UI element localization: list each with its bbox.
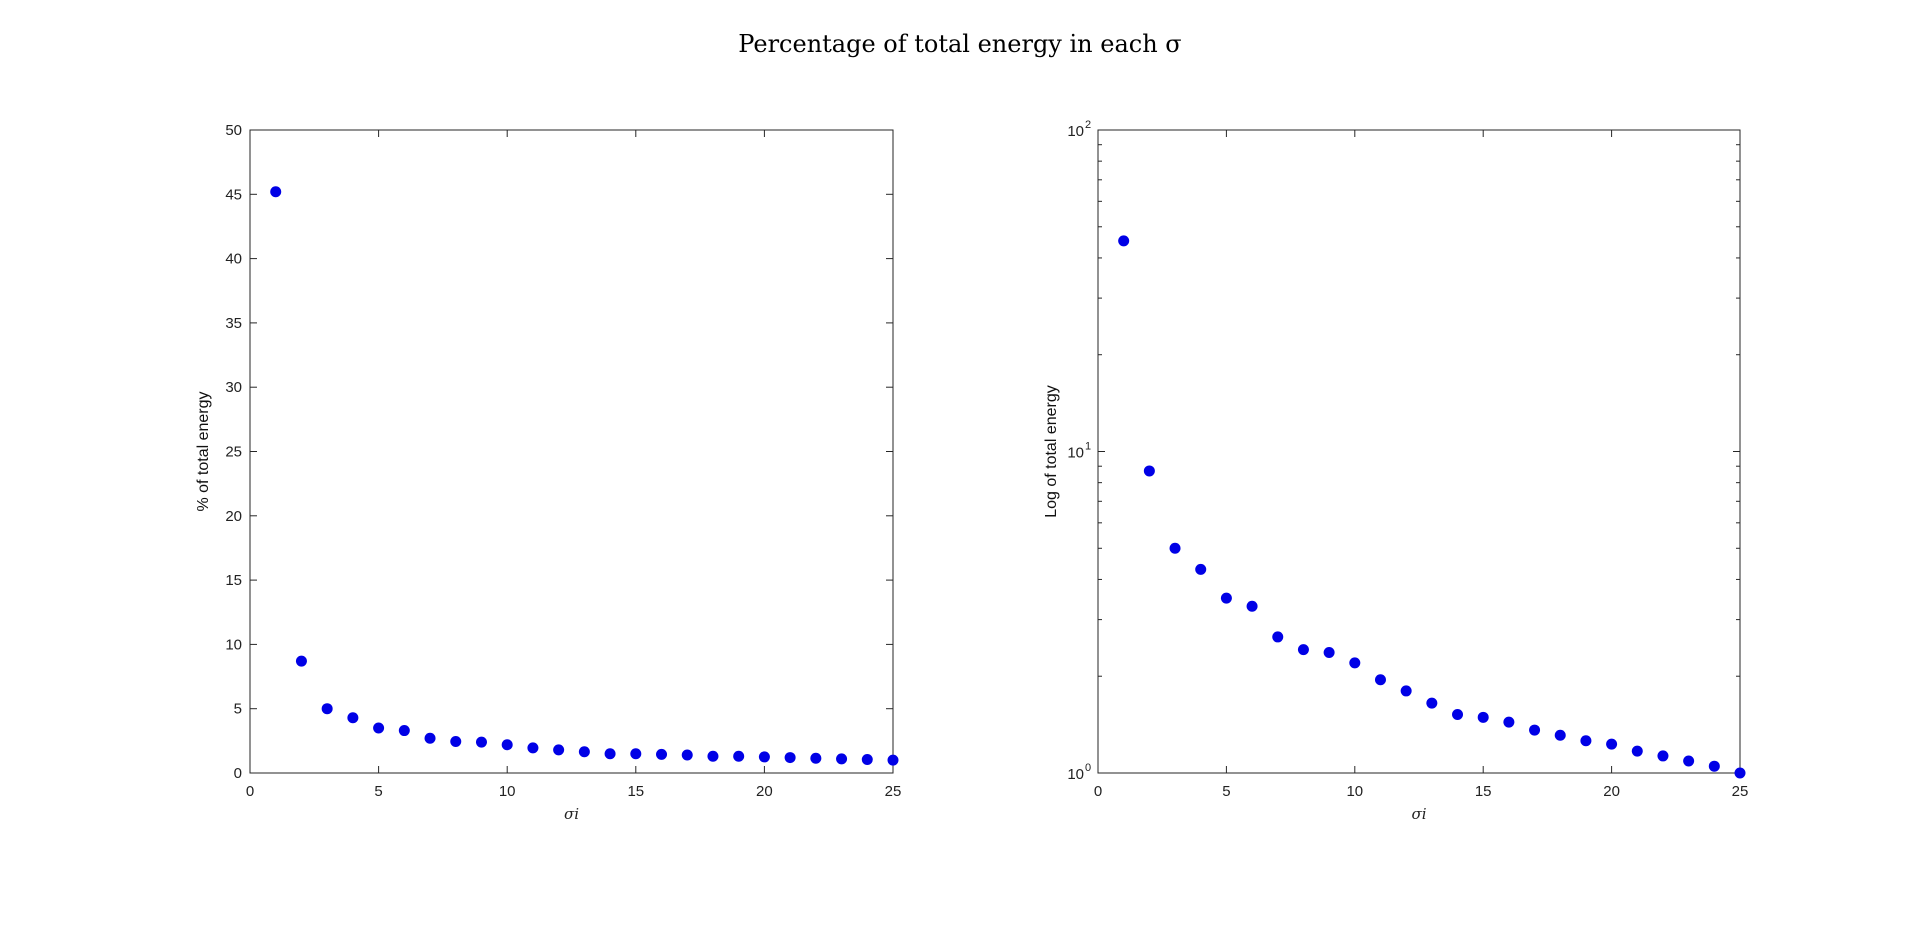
data-point — [604, 748, 616, 760]
x-tick-label: 0 — [246, 783, 254, 800]
data-point — [630, 748, 642, 760]
x-tick-label: 0 — [1094, 783, 1102, 800]
data-point — [681, 749, 693, 761]
data-point — [527, 742, 539, 754]
data-point — [1272, 631, 1284, 643]
y-tick-label: 10 — [1067, 445, 1084, 462]
data-point — [707, 750, 719, 762]
y-axis-label: Log of total energy — [1043, 385, 1060, 518]
y-tick-base: 10 — [1067, 766, 1084, 783]
data-point — [1452, 709, 1464, 721]
data-point — [1220, 592, 1232, 604]
data-point — [398, 725, 410, 737]
data-point — [1118, 235, 1130, 247]
data-point — [1631, 745, 1643, 757]
data-point — [784, 752, 796, 764]
data-point — [861, 753, 873, 765]
y-tick-label: 0 — [234, 765, 242, 782]
data-point — [836, 753, 848, 765]
data-point — [1657, 750, 1669, 762]
y-tick-exponent: 1 — [1085, 441, 1091, 453]
data-point — [1606, 738, 1618, 750]
y-tick-base: 10 — [1067, 445, 1084, 462]
data-point — [1477, 711, 1489, 723]
figure-title: Percentage of total energy in each σ — [738, 30, 1181, 58]
y-tick-exponent: 0 — [1085, 762, 1091, 774]
x-tick-label: 20 — [1603, 783, 1620, 800]
data-point — [887, 754, 899, 766]
axes-box — [249, 129, 894, 774]
data-point — [1400, 685, 1412, 697]
data-point — [295, 655, 307, 667]
y-axis-label: % of total energy — [195, 391, 212, 511]
y-tick-base: 10 — [1067, 123, 1084, 140]
data-point — [1195, 563, 1207, 575]
x-tick-label: 5 — [374, 783, 382, 800]
data-point — [578, 746, 590, 758]
data-point — [424, 732, 436, 744]
data-point — [1323, 647, 1335, 659]
y-tick-label: 50 — [225, 122, 242, 139]
y-tick-label: 30 — [225, 379, 242, 396]
y-tick-label: 25 — [225, 444, 242, 461]
data-point — [373, 722, 385, 734]
y-tick-label: 10 — [1067, 766, 1084, 783]
data-point — [501, 739, 513, 751]
x-tick-label: 10 — [499, 783, 516, 800]
data-point — [1503, 716, 1515, 728]
data-point — [1349, 657, 1361, 669]
y-tick-label: 15 — [225, 572, 242, 589]
data-point — [450, 735, 462, 747]
data-point — [1169, 542, 1181, 554]
data-point — [1683, 755, 1695, 767]
data-point — [733, 750, 745, 762]
data-point — [1554, 729, 1566, 741]
x-tick-label: 25 — [1732, 783, 1749, 800]
y-tick-label: 35 — [225, 315, 242, 332]
x-tick-label: 10 — [1346, 783, 1363, 800]
data-point — [321, 703, 333, 715]
data-point — [758, 751, 770, 763]
data-point — [1246, 600, 1258, 612]
data-point — [1143, 465, 1155, 477]
data-point — [1297, 644, 1309, 656]
data-point — [1708, 760, 1720, 772]
y-tick-label: 20 — [225, 508, 242, 525]
y-tick-label: 5 — [234, 701, 242, 718]
data-point — [1580, 735, 1592, 747]
x-tick-label: 5 — [1222, 783, 1230, 800]
data-point — [1426, 697, 1438, 709]
data-point — [347, 712, 359, 724]
y-tick-label: 40 — [225, 251, 242, 268]
data-point — [475, 736, 487, 748]
x-tick-label: 15 — [627, 783, 644, 800]
data-point — [1529, 724, 1541, 736]
y-tick-exponent: 2 — [1085, 119, 1091, 131]
axes-box — [1097, 129, 1741, 774]
x-tick-label: 15 — [1475, 783, 1492, 800]
y-tick-label: 45 — [225, 186, 242, 203]
data-point — [656, 748, 668, 760]
data-point — [1374, 674, 1386, 686]
x-axis-label: σi — [564, 805, 579, 823]
data-point — [553, 744, 565, 756]
data-point — [1734, 767, 1746, 779]
data-point — [810, 752, 822, 764]
data-point — [270, 186, 282, 198]
y-tick-label: 10 — [1067, 123, 1084, 140]
left-subplot: 0 5 10 15 20 25 0 5 10 15 20 25 30 35 40 45 50 % of total… — [195, 122, 901, 823]
x-tick-label: 25 — [885, 783, 902, 800]
y-tick-label: 10 — [225, 636, 242, 653]
x-tick-label: 20 — [756, 783, 773, 800]
x-axis-label: σi — [1411, 805, 1426, 823]
